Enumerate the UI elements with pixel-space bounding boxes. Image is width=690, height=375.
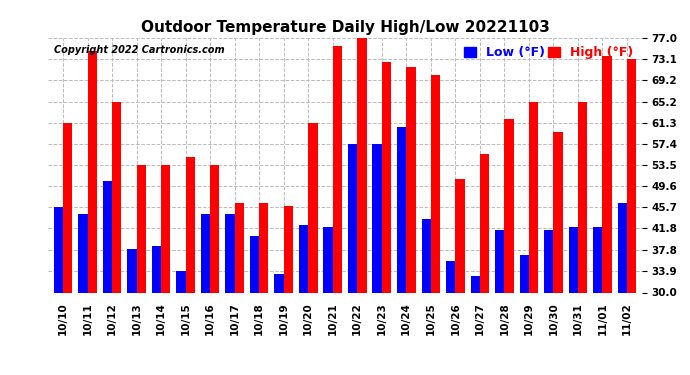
Bar: [357, 38, 366, 292]
Bar: [578, 102, 587, 292]
Bar: [308, 123, 317, 292]
Bar: [569, 227, 578, 292]
Bar: [602, 57, 612, 292]
Bar: [480, 154, 489, 292]
Bar: [235, 203, 244, 292]
Bar: [471, 276, 480, 292]
Bar: [161, 165, 170, 292]
Bar: [397, 127, 406, 292]
Bar: [504, 119, 513, 292]
Bar: [186, 157, 195, 292]
Bar: [226, 214, 235, 292]
Bar: [177, 272, 186, 292]
Bar: [324, 227, 333, 292]
Bar: [553, 132, 563, 292]
Bar: [544, 230, 553, 292]
Bar: [259, 203, 268, 292]
Bar: [201, 214, 210, 292]
Bar: [455, 178, 464, 292]
Bar: [446, 261, 455, 292]
Bar: [88, 51, 97, 292]
Bar: [54, 207, 63, 292]
Bar: [627, 58, 636, 292]
Bar: [103, 181, 112, 292]
Bar: [495, 230, 504, 292]
Bar: [63, 123, 72, 292]
Text: Copyright 2022 Cartronics.com: Copyright 2022 Cartronics.com: [55, 45, 225, 55]
Bar: [348, 144, 357, 292]
Bar: [152, 246, 161, 292]
Bar: [275, 273, 284, 292]
Bar: [529, 102, 538, 292]
Bar: [333, 46, 342, 292]
Bar: [382, 62, 391, 292]
Bar: [127, 249, 137, 292]
Bar: [373, 144, 382, 292]
Bar: [137, 165, 146, 292]
Bar: [299, 225, 308, 292]
Bar: [618, 203, 627, 292]
Bar: [284, 206, 293, 292]
Bar: [520, 255, 529, 292]
Bar: [406, 68, 415, 292]
Bar: [422, 219, 431, 292]
Bar: [210, 165, 219, 292]
Bar: [250, 236, 259, 292]
Bar: [593, 227, 602, 292]
Legend: Low (°F), High (°F): Low (°F), High (°F): [462, 44, 635, 62]
Title: Outdoor Temperature Daily High/Low 20221103: Outdoor Temperature Daily High/Low 20221…: [141, 20, 549, 35]
Bar: [431, 75, 440, 292]
Bar: [112, 102, 121, 292]
Bar: [78, 214, 88, 292]
